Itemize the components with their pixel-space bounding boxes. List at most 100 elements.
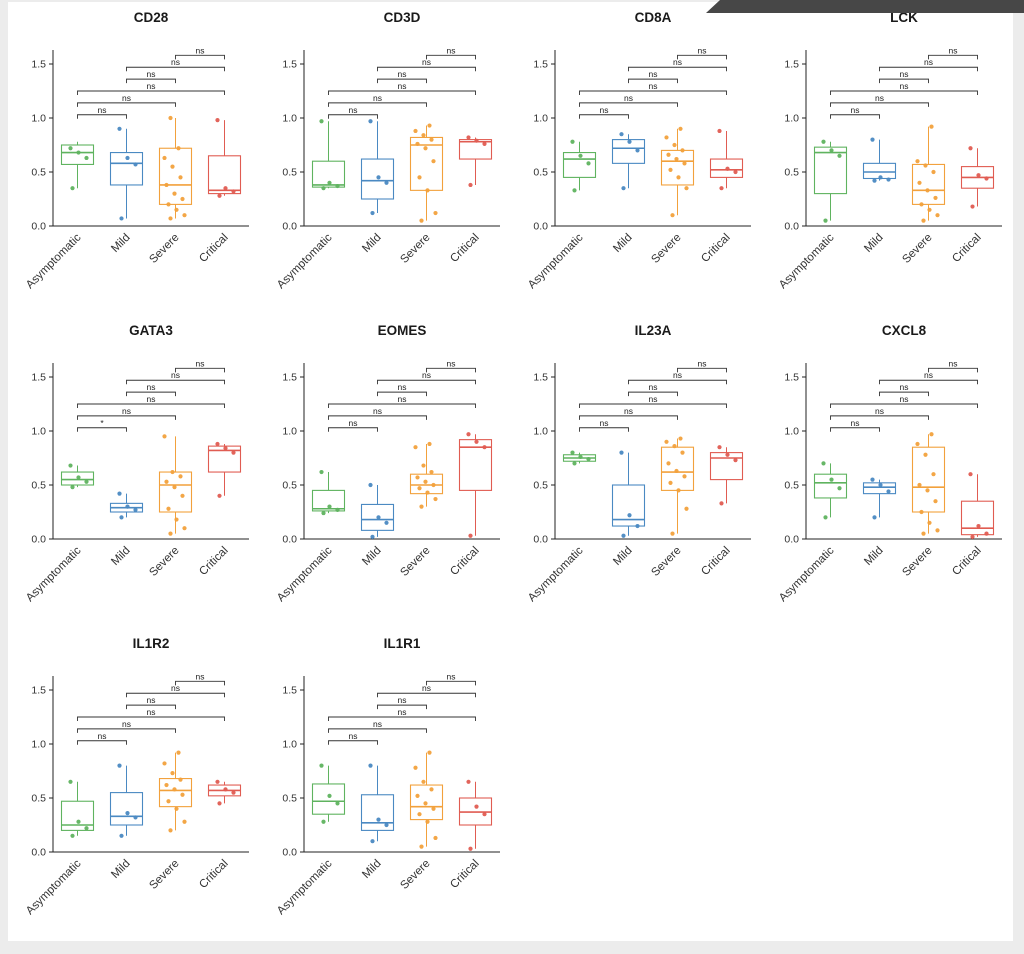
significance-bracket	[327, 427, 378, 432]
panel-title: CD3D	[383, 10, 420, 25]
data-point	[181, 526, 187, 531]
data-point	[412, 765, 418, 770]
data-point	[465, 432, 471, 437]
x-category-label: Severe	[649, 232, 683, 266]
y-tick-label: 0.5	[31, 793, 46, 805]
significance-label: ns	[373, 93, 382, 103]
box	[60, 800, 94, 831]
data-point	[571, 188, 577, 193]
significance-bracket	[376, 66, 476, 72]
data-point	[124, 811, 130, 816]
significance-label: ns	[397, 695, 406, 705]
data-point	[828, 477, 834, 482]
data-point	[983, 531, 989, 536]
data-point	[667, 480, 673, 485]
data-point	[669, 531, 675, 536]
data-point	[822, 218, 828, 223]
significance-label: ns	[348, 731, 357, 741]
data-point	[920, 531, 926, 536]
x-category-label: Asymptomatic	[777, 231, 837, 291]
data-point	[167, 531, 173, 536]
y-tick-label: 0.5	[533, 480, 548, 492]
data-point	[918, 509, 924, 515]
data-point	[724, 166, 730, 171]
data-point	[367, 482, 373, 488]
data-point	[222, 446, 228, 451]
data-point	[716, 445, 722, 450]
significance-label: ns	[899, 382, 908, 392]
data-point	[626, 513, 632, 518]
x-category-label: Mild	[611, 232, 634, 255]
data-point	[169, 164, 175, 169]
data-point	[320, 819, 326, 824]
significance-bracket	[327, 716, 476, 721]
significance-label: ns	[599, 418, 608, 428]
panel-CD3D: CD3D 0.0 0.5 1.0 1.5 Asymptomatic Mild Severe Cr…	[259, 4, 510, 317]
y-tick-label: 0.0	[784, 534, 799, 546]
x-category-label: Asymptomatic	[526, 231, 586, 291]
significance-bracket	[174, 54, 225, 60]
data-point	[132, 507, 138, 512]
data-point	[116, 763, 122, 768]
boxplot-svg-CD3D: CD3D 0.0 0.5 1.0 1.5 Asymptomatic Mild Severe Cr…	[275, 10, 500, 291]
significance-bracket	[425, 54, 476, 60]
data-point	[836, 486, 842, 491]
data-point	[585, 456, 591, 462]
significance-bracket	[76, 403, 225, 408]
significance-label: ns	[948, 45, 957, 55]
x-category-label: Severe	[398, 232, 432, 266]
data-point	[124, 504, 130, 509]
data-point	[481, 141, 487, 147]
x-category-label: Severe	[398, 545, 432, 579]
data-point	[173, 517, 179, 522]
significance-label: ns	[397, 382, 406, 392]
data-point	[969, 204, 975, 209]
significance-label: ns	[171, 683, 180, 693]
data-point	[118, 833, 124, 838]
significance-label: ns	[146, 394, 155, 404]
data-point	[618, 132, 624, 137]
significance-label: ns	[373, 719, 382, 729]
significance-bracket	[125, 66, 225, 72]
y-tick-label: 0.0	[533, 534, 548, 546]
data-point	[926, 207, 932, 212]
significance-bracket	[829, 415, 929, 420]
data-point	[69, 186, 75, 191]
data-point	[724, 452, 730, 457]
x-category-label: Critical	[950, 545, 983, 578]
data-point	[416, 812, 422, 817]
data-point	[473, 804, 479, 809]
significance-bracket	[578, 102, 678, 107]
panel-CXCL8: CXCL8 0.0 0.5 1.0 1.5 Asymptomatic Mild Severe C…	[761, 317, 1012, 630]
significance-bracket	[125, 379, 225, 385]
significance-label: ns	[446, 358, 455, 368]
data-point	[69, 833, 75, 838]
box	[660, 149, 694, 186]
significance-label: ns	[195, 45, 204, 55]
x-category-label: Asymptomatic	[24, 544, 84, 604]
y-tick-label: 0.5	[784, 480, 799, 492]
significance-label: ns	[924, 57, 933, 67]
data-point	[132, 815, 138, 820]
significance-bracket	[376, 78, 427, 84]
significance-label: *	[100, 418, 104, 428]
significance-bracket	[76, 716, 225, 721]
significance-bracket	[829, 114, 880, 119]
significance-bracket	[125, 78, 176, 84]
significance-bracket	[578, 427, 629, 432]
data-point	[173, 207, 179, 212]
data-point	[718, 186, 724, 191]
panel-EOMES: EOMES 0.0 0.5 1.0 1.5 Asymptomatic Mild Severe C…	[259, 317, 510, 630]
significance-bracket	[927, 54, 978, 60]
data-point	[673, 468, 679, 474]
data-point	[430, 806, 436, 811]
significance-bracket	[627, 66, 727, 72]
data-point	[924, 488, 930, 493]
data-point	[634, 148, 640, 153]
data-point	[369, 210, 375, 216]
box	[611, 139, 645, 164]
x-category-label: Mild	[862, 545, 885, 568]
data-point	[412, 445, 418, 450]
data-point	[369, 839, 375, 844]
data-point	[118, 216, 124, 221]
